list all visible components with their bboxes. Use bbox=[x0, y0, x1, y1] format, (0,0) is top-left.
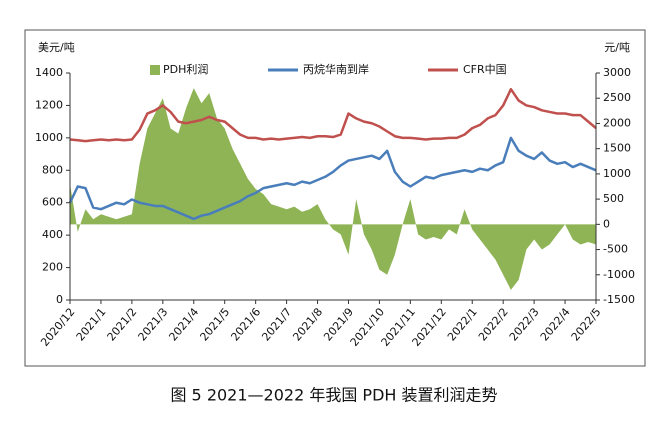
chart-frame bbox=[24, 29, 646, 367]
y-tick-label: 1000 bbox=[35, 131, 63, 144]
y-axis-label: 美元/吨 bbox=[38, 41, 75, 54]
y2-tick-label: 1500 bbox=[603, 142, 631, 155]
y2-tick-label: 0 bbox=[603, 217, 610, 230]
x-tick-label: 2022/2 bbox=[476, 306, 511, 344]
y-tick-label: 0 bbox=[56, 293, 63, 306]
y2-tick-label: -1500 bbox=[603, 293, 635, 306]
x-tick-label: 2021/8 bbox=[290, 306, 325, 344]
y2-tick-label: 2500 bbox=[603, 91, 631, 104]
x-tick-label: 2021/1 bbox=[74, 306, 109, 344]
legend-label: CFR中国 bbox=[463, 63, 507, 76]
legend-label: PDH利润 bbox=[163, 62, 208, 76]
y2-tick-label: -1000 bbox=[603, 268, 635, 281]
y2-tick-label: 1000 bbox=[603, 167, 631, 180]
x-tick-label: 2022/5 bbox=[569, 306, 604, 344]
x-tick-label: 2022/3 bbox=[507, 306, 542, 344]
y2-tick-label: 2000 bbox=[603, 116, 631, 129]
x-tick-label: 2021/2 bbox=[105, 306, 140, 344]
x-tick-label: 2021/3 bbox=[136, 306, 171, 344]
y2-tick-label: -500 bbox=[603, 243, 628, 256]
legend-label: 丙烷华南到岸 bbox=[303, 62, 369, 76]
profit-area bbox=[70, 88, 596, 290]
legend-swatch bbox=[150, 65, 160, 75]
price-line bbox=[68, 136, 597, 221]
y2-axis-label: 元/吨 bbox=[604, 41, 630, 54]
x-tick-label: 2021/5 bbox=[197, 306, 232, 344]
x-tick-label: 2021/6 bbox=[228, 306, 263, 344]
y-tick-label: 1200 bbox=[35, 98, 63, 111]
y-tick-label: 200 bbox=[42, 261, 63, 274]
x-tick-label: 2021/7 bbox=[259, 306, 294, 344]
y2-tick-label: 3000 bbox=[603, 66, 631, 79]
x-tick-label: 2020/12 bbox=[38, 306, 77, 349]
x-tick-label: 2022/4 bbox=[538, 306, 573, 344]
y-tick-label: 1400 bbox=[35, 66, 63, 79]
caption: 图 5 2021—2022 年我国 PDH 装置利润走势 bbox=[170, 386, 497, 405]
y-tick-label: 400 bbox=[42, 228, 63, 241]
x-tick-label: 2021/4 bbox=[167, 306, 202, 344]
y2-tick-label: 500 bbox=[603, 192, 624, 205]
x-tick-label: 2022/1 bbox=[445, 306, 480, 344]
y-tick-label: 800 bbox=[42, 163, 63, 176]
y-tick-label: 600 bbox=[42, 196, 63, 209]
price-line bbox=[69, 87, 597, 143]
